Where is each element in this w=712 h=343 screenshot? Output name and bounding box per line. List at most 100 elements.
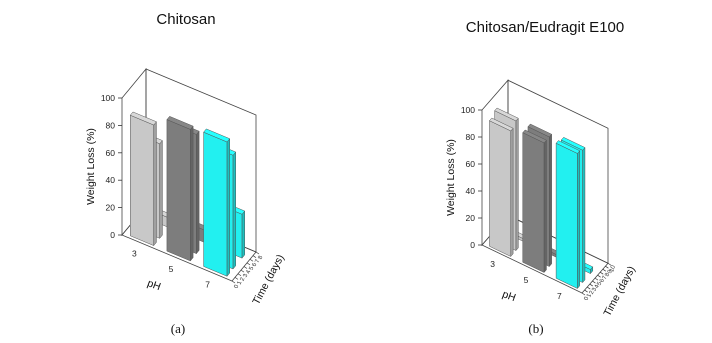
- ph-axis-label: pH: [146, 277, 163, 293]
- time-tick-mark: [231, 280, 236, 284]
- y-tick-label: 80: [466, 132, 476, 142]
- bar-top-face: [527, 123, 553, 138]
- y-tick-label: 100: [101, 93, 115, 103]
- time-tick-mark: [607, 262, 612, 266]
- time-tick-label: 3: [591, 287, 598, 293]
- time-tick-mark: [602, 268, 606, 272]
- ph-tick-label: 7: [205, 279, 210, 289]
- bar-top-face: [522, 129, 547, 144]
- time-tick-label: 8: [604, 272, 611, 278]
- time-tick-mark: [594, 277, 599, 281]
- bar-top-face: [129, 111, 157, 126]
- panel-label-b: (b): [528, 321, 543, 336]
- time-tick-label: 1: [586, 292, 593, 298]
- time-tick-label: 2: [240, 276, 247, 282]
- time-tick-mark: [587, 286, 591, 290]
- time-tick-mark: [249, 258, 254, 262]
- bar-side-face: [232, 151, 236, 270]
- y-tick-label: 20: [466, 213, 476, 223]
- y-tick-label: 80: [106, 120, 116, 130]
- time-tick-mark: [584, 289, 588, 293]
- bar-front-face: [166, 119, 191, 262]
- time-tick-label: 6: [252, 262, 259, 268]
- time-tick-label: 3: [243, 273, 250, 279]
- y-tick-label: 40: [106, 175, 116, 185]
- time-tick-mark: [597, 274, 601, 278]
- time-tick-mark: [581, 292, 586, 296]
- time-tick-mark: [605, 265, 609, 269]
- bar-front-face: [555, 142, 578, 289]
- bar: [203, 128, 231, 277]
- time-tick-label: 2: [589, 289, 596, 295]
- bar-side-face: [549, 133, 552, 268]
- chart-title: Chitosan: [156, 11, 215, 28]
- chart-title: Chitosan/Eudragit E100: [466, 19, 624, 36]
- bar-front-face: [130, 114, 154, 246]
- bar-side-face: [153, 121, 157, 247]
- time-tick-label: 0: [234, 283, 241, 289]
- bar-side-face: [241, 210, 245, 259]
- time-tick-label: 8: [258, 254, 265, 260]
- time-tick-label: 7: [602, 275, 609, 281]
- bar-side-face: [515, 117, 519, 252]
- ph-tick-label: 3: [132, 249, 137, 259]
- y-axis-label: Weight Loss (%): [445, 139, 457, 216]
- panel-label-a: (a): [171, 321, 185, 336]
- time-tick-mark: [589, 283, 593, 287]
- ph-tick-label: 3: [490, 259, 495, 269]
- time-tick-mark: [255, 251, 260, 255]
- bar-side-face: [190, 125, 194, 262]
- time-tick-label: 9: [607, 269, 614, 275]
- bar-side-face: [196, 130, 200, 255]
- ph-tick-label: 5: [524, 275, 529, 285]
- bar-side-face: [543, 139, 547, 274]
- bar: [489, 117, 514, 258]
- y-tick-label: 0: [470, 240, 475, 250]
- time-tick-mark: [243, 266, 248, 269]
- y-tick-label: 0: [110, 230, 115, 240]
- bar: [522, 129, 547, 274]
- y-tick-label: 20: [106, 203, 116, 213]
- time-tick-label: 7: [255, 258, 262, 264]
- bar-top-face: [555, 140, 581, 154]
- time-tick-mark: [252, 255, 257, 258]
- time-tick-label: 6: [599, 278, 606, 284]
- ph-tick-label: 7: [557, 291, 562, 301]
- bar-side-face: [582, 146, 586, 284]
- bar-side-face: [226, 138, 230, 277]
- y-tick-label: 60: [106, 148, 116, 158]
- time-tick-label: 5: [597, 281, 604, 287]
- bar-top-face: [494, 107, 519, 122]
- bar-top-face: [489, 117, 514, 132]
- time-tick-label: 0: [584, 295, 591, 301]
- bar-top-face: [560, 137, 586, 151]
- ph-tick-label: 5: [169, 264, 174, 274]
- bar-top-face: [203, 128, 231, 143]
- bar-top-face: [166, 116, 194, 130]
- bar-front-face: [203, 131, 228, 277]
- time-tick-mark: [237, 273, 242, 277]
- ph-axis-label: pH: [501, 288, 518, 304]
- chart-panel-b: Chitosan/Eudragit E100020406080100Weight…: [445, 19, 638, 318]
- y-tick-label: 40: [466, 186, 476, 196]
- bar: [555, 140, 581, 290]
- time-tick-mark: [246, 262, 251, 266]
- time-tick-label: 1: [237, 280, 244, 286]
- bar-side-face: [159, 139, 163, 240]
- time-tick-mark: [600, 271, 604, 275]
- time-tick-label: 4: [246, 269, 253, 275]
- time-tick-label: 5: [249, 265, 256, 271]
- time-tick-label: 4: [594, 284, 601, 290]
- bar-front-face: [489, 120, 512, 257]
- y-tick-label: 60: [466, 159, 476, 169]
- bar-side-face: [577, 150, 581, 290]
- y-axis-label: Weight Loss (%): [85, 128, 97, 205]
- time-tick-mark: [592, 280, 596, 284]
- bar-front-face: [522, 132, 545, 273]
- bar: [129, 111, 157, 247]
- time-tick-mark: [234, 277, 239, 280]
- time-tick-mark: [240, 269, 245, 273]
